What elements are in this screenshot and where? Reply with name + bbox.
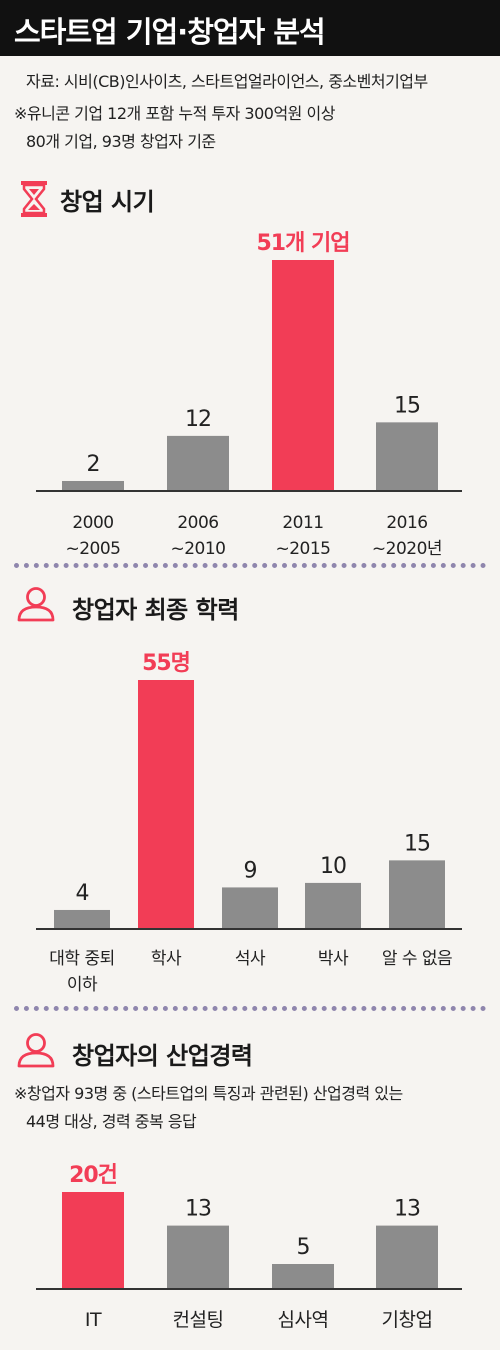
category-label: 알 수 없음 <box>382 949 452 969</box>
data-label: 13 <box>185 1197 211 1222</box>
bar-1-1 <box>138 680 194 928</box>
data-label: 4 <box>76 881 89 906</box>
category-label: IT <box>85 1309 102 1331</box>
hourglass-icon <box>21 181 47 217</box>
basis-note-line1: ※유니콘 기업 12개 포함 누적 투자 300억원 이상 <box>14 104 335 123</box>
category-label: 컨설팅 <box>173 1309 224 1331</box>
category-label: 박사 <box>318 949 349 969</box>
section-title-industry-experience: 창업자의 산업경력 <box>72 1042 253 1070</box>
data-label: 15 <box>394 393 420 418</box>
bar-2-0 <box>62 1192 124 1288</box>
page-title: 스타트업 기업·창업자 분석 <box>14 15 326 49</box>
chart-industry-experience: 20건 IT 13 컨설팅 5 심사역 13 기창업 <box>36 1163 462 1331</box>
bar-1-4 <box>389 860 445 928</box>
header-bar: 스타트업 기업·창업자 분석 <box>0 0 500 56</box>
category-label: 2006 <box>177 513 218 533</box>
category-label: ~2005 <box>65 539 120 559</box>
category-label: 2011 <box>282 513 323 533</box>
bar-1-2 <box>222 887 278 928</box>
bar-0-0 <box>62 480 124 490</box>
bar-0-2 <box>272 260 334 490</box>
section-title-founding-period: 창업 시기 <box>60 188 155 216</box>
category-label: 대학 중퇴 <box>49 949 114 969</box>
divider <box>14 1006 486 1011</box>
category-label: 기창업 <box>382 1309 433 1331</box>
data-label: 51개 기업 <box>257 231 350 256</box>
category-label: 2000 <box>72 513 113 533</box>
source-note: 자료: 시비(CB)인사이츠, 스타트업얼라이언스, 중소벤처기업부 <box>26 72 428 91</box>
bar-2-2 <box>272 1264 334 1288</box>
bar-2-1 <box>167 1225 229 1288</box>
person-icon <box>17 1033 55 1068</box>
data-label: 12 <box>185 407 211 432</box>
category-label: 심사역 <box>278 1309 329 1331</box>
data-label: 5 <box>297 1235 310 1260</box>
bar-0-3 <box>376 422 438 490</box>
data-label: 20건 <box>69 1163 117 1188</box>
chart-founding-period: 2 2000 ~2005 12 2006 ~2010 51개 기업 2011 ~2015 15 20… <box>36 231 462 559</box>
experience-note-line1: ※창업자 93명 중 (스타트업의 특징과 관련된) 산업경력 있는 <box>14 1084 403 1103</box>
bar-2-3 <box>376 1225 438 1288</box>
category-label: 2016 <box>386 513 427 533</box>
data-label: 9 <box>244 858 257 883</box>
data-label: 15 <box>404 831 430 856</box>
category-label: ~2015 <box>275 539 330 559</box>
category-label: 석사 <box>235 949 266 969</box>
data-label: 13 <box>394 1197 420 1222</box>
divider <box>14 563 486 568</box>
data-label: 2 <box>87 452 100 477</box>
basis-note-line2: 80개 기업, 93명 창업자 기준 <box>26 132 216 151</box>
data-label: 10 <box>320 854 346 879</box>
bar-1-3 <box>305 882 361 928</box>
data-label: 55명 <box>142 651 190 676</box>
bar-1-0 <box>54 909 110 928</box>
person-icon <box>17 587 55 622</box>
section-title-education: 창업자 최종 학력 <box>72 596 239 624</box>
experience-note-line2: 44명 대상, 경력 중복 응답 <box>26 1112 197 1131</box>
category-label: 이하 <box>67 975 98 995</box>
bar-0-1 <box>167 435 229 490</box>
category-label: 학사 <box>151 949 182 969</box>
category-label: ~2010 <box>170 539 225 559</box>
category-label: ~2020년 <box>372 539 442 559</box>
